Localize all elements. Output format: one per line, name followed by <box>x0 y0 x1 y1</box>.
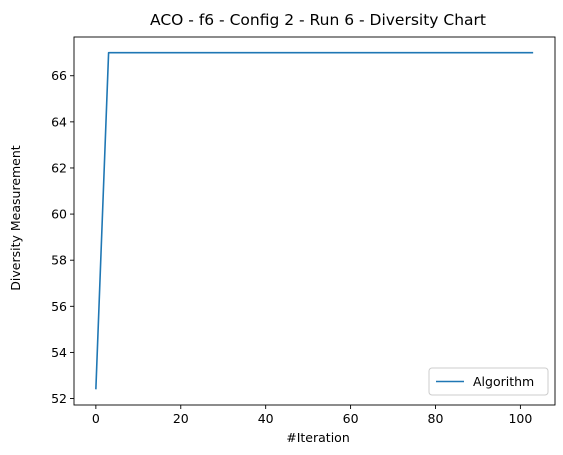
x-tick-label: 40 <box>258 411 274 426</box>
chart-title: ACO - f6 - Config 2 - Run 6 - Diversity … <box>150 11 486 29</box>
legend-label-algorithm: Algorithm <box>473 374 534 389</box>
y-tick-label: 56 <box>51 299 67 314</box>
y-tick-label: 62 <box>51 160 67 175</box>
y-tick-label: 66 <box>51 68 67 83</box>
y-tick-label: 58 <box>51 253 67 268</box>
x-axis-label: #Iteration <box>286 430 350 445</box>
plot-area <box>73 36 556 406</box>
x-tick-label: 60 <box>343 411 359 426</box>
x-tick-label: 100 <box>508 411 532 426</box>
x-tick-label: 80 <box>428 411 444 426</box>
x-axis-ticks: 0 20 40 60 80 100 <box>92 405 532 426</box>
y-tick-label: 54 <box>51 345 67 360</box>
y-axis-ticks: 52 54 56 58 60 62 64 66 <box>51 68 74 406</box>
y-tick-label: 60 <box>51 207 67 222</box>
y-tick-label: 64 <box>51 114 67 129</box>
x-tick-label: 0 <box>92 411 100 426</box>
legend: Algorithm <box>428 367 549 396</box>
y-axis-label: Diversity Measurement <box>8 145 23 290</box>
y-tick-label: 52 <box>51 391 67 406</box>
axes-frame <box>73 36 556 406</box>
x-tick-label: 20 <box>173 411 189 426</box>
series-line-algorithm <box>95 51 534 390</box>
legend-frame <box>428 367 549 396</box>
